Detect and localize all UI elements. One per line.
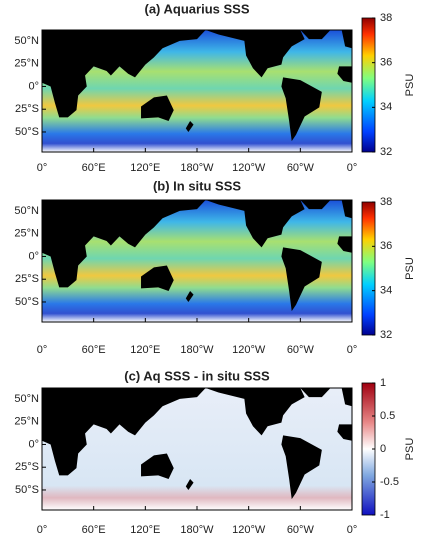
map-panel: (b) In situ SSS 0° 60°E 120°E 180°W 120°W 60°W… (14, 178, 415, 355)
x-tick-label: 120°E (130, 162, 160, 174)
colorbar-tick-label: 32 (380, 329, 392, 341)
colorbar-tick-label: 38 (380, 196, 392, 208)
x-tick-label: 0° (347, 524, 358, 536)
x-tick-label: 180°W (180, 344, 214, 356)
colorbar-tick-label: -0.5 (380, 476, 399, 488)
x-tick-label: 60°W (287, 162, 315, 174)
x-tick-label: 120°W (232, 344, 266, 356)
y-tick-label: 0° (28, 438, 39, 450)
colorbar (361, 17, 376, 153)
y-tick-label: 50°N (14, 205, 39, 217)
colorbar-tick-label: -1 (380, 509, 390, 521)
x-tick-label: 0° (37, 162, 48, 174)
colorbar-label: PSU (404, 257, 416, 280)
colorbar-tick-label: 0 (380, 443, 386, 455)
colorbar-tick-label: 32 (380, 146, 392, 158)
x-tick-label: 0° (347, 344, 358, 356)
colorbar-tick-label: 36 (380, 240, 392, 252)
x-tick-label: 120°E (130, 524, 160, 536)
x-tick-label: 60°E (82, 524, 106, 536)
colorbar-tick-label: 38 (380, 12, 392, 24)
y-tick-label: 0° (28, 250, 39, 262)
y-tick-label: 50°S (15, 484, 39, 496)
colorbar-tick-label: 0.5 (380, 410, 395, 422)
map-panel: (a) Aquarius SSS 0° 60°E 120°E 180°W 120°W 60°… (14, 1, 415, 173)
y-tick-label: 25°S (15, 273, 39, 285)
y-tick-label: 50°N (14, 393, 39, 405)
y-tick-label: 25°S (15, 103, 39, 115)
y-tick-label: 50°N (14, 35, 39, 47)
colorbar-label: PSU (404, 74, 416, 97)
y-tick-label: 0° (28, 80, 39, 92)
colorbar-label: PSU (404, 438, 416, 461)
y-tick-label: 25°S (15, 461, 39, 473)
y-tick-label: 50°S (15, 296, 39, 308)
x-tick-label: 120°W (232, 162, 266, 174)
map-panel: (c) Aq SSS - in situ SSS 0° 60°E 120°E 180°W… (14, 368, 415, 535)
x-tick-label: 180°W (180, 524, 214, 536)
x-tick-label: 0° (347, 162, 358, 174)
panel-title: (c) Aq SSS - in situ SSS (124, 368, 270, 383)
x-tick-label: 180°W (180, 162, 214, 174)
colorbar-tick-label: 36 (380, 57, 392, 69)
x-tick-label: 120°E (130, 344, 160, 356)
colorbar-tick-label: 1 (380, 377, 386, 389)
x-tick-label: 120°W (232, 524, 266, 536)
x-tick-label: 60°W (287, 524, 315, 536)
panel-title: (b) In situ SSS (153, 178, 241, 193)
colorbar (361, 201, 376, 336)
y-tick-label: 50°S (15, 126, 39, 138)
x-tick-label: 60°E (82, 162, 106, 174)
colorbar-tick-label: 34 (380, 101, 392, 113)
panel-title: (a) Aquarius SSS (145, 1, 250, 16)
x-tick-label: 60°E (82, 344, 106, 356)
x-tick-label: 0° (37, 524, 48, 536)
y-tick-label: 25°N (14, 416, 39, 428)
x-tick-label: 60°W (287, 344, 315, 356)
y-tick-label: 25°N (14, 58, 39, 70)
x-tick-label: 0° (37, 344, 48, 356)
y-tick-label: 25°N (14, 228, 39, 240)
colorbar-tick-label: 34 (380, 285, 392, 297)
